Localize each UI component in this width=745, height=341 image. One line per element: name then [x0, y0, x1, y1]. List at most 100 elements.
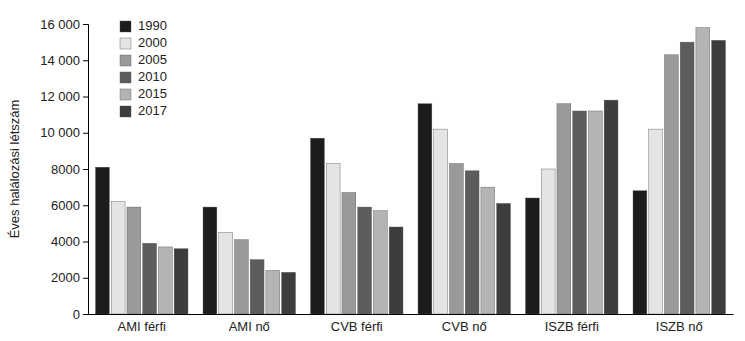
legend-item: 2010 — [120, 69, 167, 84]
bar — [234, 240, 248, 314]
bar — [174, 249, 188, 314]
tick-mark — [83, 314, 88, 315]
bars — [96, 28, 726, 314]
tick-label: 10 000 — [40, 125, 80, 140]
chart: 0 2000 4000 6000 8000 10 000 12 000 14 000 16 00… — [0, 0, 745, 341]
series — [174, 40, 725, 314]
tick-label: 8000 — [51, 162, 80, 177]
legend-label: 2015 — [138, 86, 167, 101]
bar — [481, 187, 495, 314]
y-axis: 0 2000 4000 6000 8000 10 000 12 000 14 000 16 00… — [40, 17, 88, 322]
bar — [633, 191, 647, 314]
bar — [434, 129, 448, 314]
legend: 1990 2000 2005 2010 2015 2017 — [120, 18, 167, 118]
tick-label: AMI nő — [229, 319, 270, 334]
legend-item: 2005 — [120, 52, 167, 67]
tick-mark — [83, 242, 88, 243]
tick-mark — [83, 205, 88, 206]
y-tick: 16 000 — [40, 17, 88, 32]
x-tick: CVB férfi — [331, 314, 383, 334]
tick-mark — [83, 60, 88, 61]
axis-line — [89, 314, 734, 315]
bar — [696, 28, 710, 314]
bar — [158, 247, 172, 314]
bar — [680, 42, 694, 314]
tick-mark — [83, 278, 88, 279]
tick-mark — [83, 169, 88, 170]
bar — [573, 111, 587, 314]
y-axis-title: Éves halálozási létszám — [7, 100, 22, 239]
y-tick: 6000 — [51, 198, 88, 213]
x-tick: ISZB férfi — [545, 314, 599, 334]
bar — [712, 40, 726, 314]
tick-label: 2000 — [51, 270, 80, 285]
legend-item: 2015 — [120, 86, 167, 101]
bar — [604, 100, 618, 314]
bar — [449, 164, 463, 314]
tick-label: 4000 — [51, 234, 80, 249]
legend-swatch — [120, 38, 131, 49]
tick-label: 16 000 — [40, 17, 80, 32]
x-axis: AMI férfi AMI nő CVB férfi CVB nő ISZB férfi… — [89, 314, 734, 334]
legend-label: 2000 — [138, 35, 167, 50]
bar — [282, 272, 296, 314]
bar — [557, 104, 571, 314]
tick-mark — [83, 97, 88, 98]
y-tick: 8000 — [51, 162, 88, 177]
y-tick: 0 — [73, 307, 88, 322]
y-tick: 2000 — [51, 270, 88, 285]
legend-label: 2005 — [138, 52, 167, 67]
legend-label: 2017 — [138, 103, 167, 118]
x-tick: AMI férfi — [118, 314, 167, 334]
bar — [250, 260, 264, 314]
legend-swatch — [120, 89, 131, 100]
series — [158, 28, 709, 314]
series — [143, 42, 694, 314]
bar — [143, 243, 157, 314]
y-tick: 12 000 — [40, 89, 88, 104]
bar — [588, 111, 602, 314]
tick-mark — [83, 24, 88, 25]
x-tick: ISZB nő — [656, 314, 703, 334]
tick-label: ISZB férfi — [545, 319, 599, 334]
bar — [203, 207, 217, 314]
bar — [219, 232, 233, 314]
bar — [326, 164, 340, 314]
legend-label: 1990 — [138, 18, 167, 33]
legend-item: 1990 — [120, 18, 167, 33]
series — [127, 55, 678, 314]
axis-line — [83, 25, 89, 315]
y-tick: 14 000 — [40, 53, 88, 68]
bar — [664, 55, 678, 314]
tick-label: CVB nő — [442, 319, 487, 334]
plot: 0 2000 4000 6000 8000 10 000 12 000 14 000 16 00… — [40, 17, 733, 335]
legend-swatch — [120, 21, 131, 32]
bar — [465, 171, 479, 314]
legend-swatch — [120, 72, 131, 83]
bar — [111, 202, 125, 314]
bar — [373, 211, 387, 314]
bar — [497, 203, 511, 314]
bar — [96, 167, 110, 314]
legend-swatch — [120, 55, 131, 66]
bar — [389, 227, 403, 314]
y-tick: 10 000 — [40, 125, 88, 140]
tick-label: 12 000 — [40, 89, 80, 104]
bar — [342, 193, 356, 314]
series — [96, 104, 647, 314]
bar — [358, 207, 372, 314]
bar — [418, 104, 432, 314]
tick-label: 14 000 — [40, 53, 80, 68]
bar — [127, 207, 141, 314]
x-tick: CVB nő — [442, 314, 487, 334]
legend-item: 2000 — [120, 35, 167, 50]
bar — [649, 129, 663, 314]
tick-label: 0 — [73, 307, 80, 322]
bar — [311, 138, 325, 314]
tick-label: AMI férfi — [118, 319, 167, 334]
legend-label: 2010 — [138, 69, 167, 84]
x-tick: AMI nő — [229, 314, 270, 334]
bar — [266, 271, 280, 315]
legend-item: 2017 — [120, 103, 167, 118]
bar — [541, 169, 555, 314]
